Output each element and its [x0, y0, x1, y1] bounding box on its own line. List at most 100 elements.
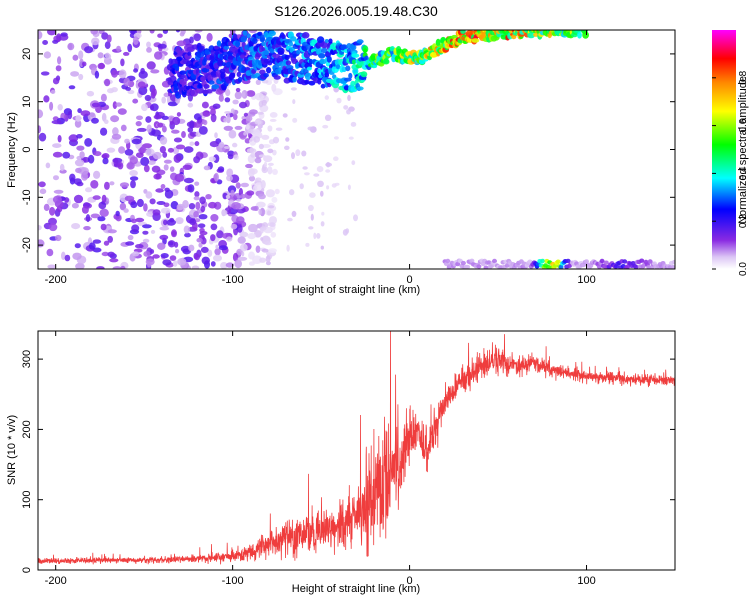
ridge-mark [311, 39, 318, 45]
noise-blob [247, 233, 256, 240]
noise-blob [193, 196, 200, 201]
ridge-mark [268, 30, 276, 37]
noise-blob [223, 125, 233, 131]
ridge-mark [290, 36, 297, 42]
ridge-mark [577, 31, 582, 39]
snr-frame [37, 330, 676, 571]
noise-blob [243, 131, 247, 136]
noise-blob [233, 113, 238, 121]
noise-blob [131, 224, 140, 233]
ridge-mark [539, 23, 546, 27]
noise-blob [261, 248, 269, 253]
alias-band-mark [584, 259, 589, 264]
noise-blob [76, 134, 83, 139]
noise-blob [132, 36, 139, 45]
x-tick-label: 100 [577, 274, 595, 286]
noise-blob [132, 251, 140, 257]
noise-blob [74, 159, 85, 167]
noise-blob [189, 141, 195, 146]
ridge-mark [545, 23, 552, 28]
noise-blob [246, 190, 255, 196]
ridge-mark [335, 64, 341, 70]
noise-blob [182, 200, 189, 209]
noise-blob [175, 217, 184, 225]
noise-blob [236, 216, 245, 224]
noise-blob [100, 223, 107, 231]
ridge-mark [208, 80, 215, 85]
noise-blob [49, 101, 54, 111]
noise-blob [155, 188, 164, 193]
noise-blob [119, 182, 130, 188]
noise-blob [154, 51, 163, 60]
ridge-mark [343, 85, 350, 91]
ridge-mark [320, 83, 326, 89]
noise-blob [97, 52, 104, 59]
x-tick-label: -100 [222, 575, 244, 587]
noise-blob [194, 191, 200, 198]
noise-blob [91, 37, 100, 46]
noise-blob [64, 254, 71, 262]
y-tick-label: 300 [21, 350, 33, 368]
noise-blob [180, 245, 191, 253]
noise-blob [299, 183, 304, 190]
noise-blob [256, 201, 266, 208]
noise-blob [111, 87, 118, 93]
noise-blob [183, 146, 194, 153]
noise-blob [120, 58, 125, 67]
noise-blob [149, 30, 155, 34]
noise-blob [150, 69, 160, 74]
noise-blob [38, 125, 42, 134]
noise-blob [171, 129, 180, 134]
noise-blob [267, 248, 277, 254]
colorbar-tick-label: 0.6 [738, 118, 749, 132]
colorbar: 0.0 0.2 0.4 0.6 0.8 Normalized spectral ampl… [712, 30, 749, 276]
noise-blob [151, 165, 161, 173]
noise-blob [245, 124, 250, 130]
noise-blob [225, 262, 235, 268]
noise-blob [214, 248, 221, 256]
noise-blob [175, 30, 181, 33]
ridge-mark [544, 23, 549, 28]
noise-blob [53, 189, 64, 194]
ridge-mark [221, 62, 227, 67]
ridge-mark [273, 75, 281, 80]
noise-blob [317, 180, 324, 187]
noise-blob [88, 242, 96, 250]
noise-blob [102, 157, 109, 165]
ridge-mark [579, 23, 584, 28]
ridge-mark [511, 34, 517, 40]
noise-blob [146, 41, 151, 48]
alias-band-mark [558, 264, 564, 269]
noise-blob [272, 168, 278, 175]
noise-blob [98, 201, 107, 210]
noise-blob [261, 188, 265, 192]
noise-blob [52, 39, 59, 44]
noise-blob [255, 79, 261, 86]
noise-blob [116, 45, 121, 52]
noise-blob [112, 101, 118, 109]
snr-series-line-0 [38, 331, 675, 565]
noise-blob [216, 230, 224, 239]
noise-blob [124, 138, 130, 144]
noise-blob [223, 117, 228, 123]
ridge-mark [205, 89, 213, 94]
ridge-mark [320, 41, 328, 49]
noise-blob [75, 114, 82, 122]
colorbar-tick-label: 0.2 [738, 214, 749, 228]
noise-blob [324, 114, 332, 122]
noise-blob [184, 232, 191, 238]
noise-blob [218, 141, 225, 148]
ridge-mark [209, 54, 216, 61]
noise-blob [226, 168, 234, 177]
noise-blob [74, 243, 81, 249]
ridge-mark [562, 23, 567, 29]
noise-blob [151, 88, 157, 97]
colorbar-tick-label: 0.0 [738, 262, 749, 276]
noise-blob [226, 174, 233, 182]
noise-blob [259, 257, 266, 263]
noise-blob [52, 143, 62, 149]
noise-blob [213, 254, 222, 262]
ridge-mark [223, 45, 230, 50]
noise-blob [199, 196, 206, 205]
noise-blob [343, 105, 349, 110]
